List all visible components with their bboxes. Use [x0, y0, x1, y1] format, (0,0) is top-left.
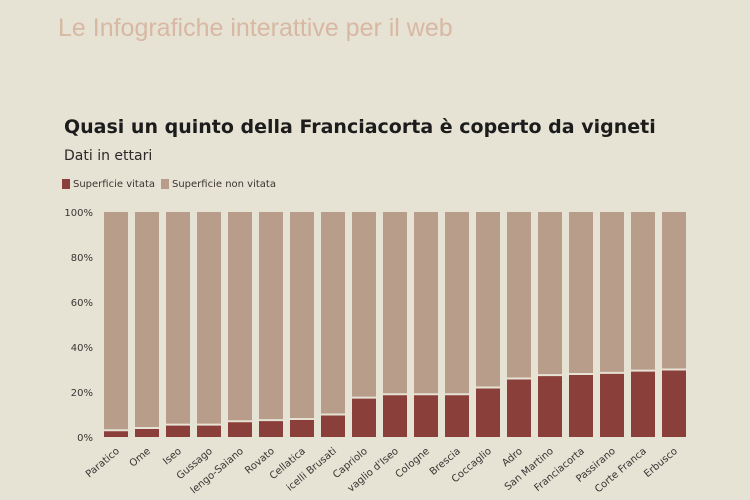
bar-segment-vitata	[600, 373, 624, 437]
bar-segment-non-vitata	[600, 212, 624, 372]
x-tick-label: Iseo	[161, 446, 184, 468]
legend-label: Superficie non vitata	[172, 179, 276, 190]
bar-segment-vitata	[383, 395, 407, 437]
bar-segment-vitata	[197, 425, 221, 437]
legend-label: Superficie vitata	[73, 179, 155, 190]
bar-segment-vitata	[569, 375, 593, 437]
bar-segment-non-vitata	[135, 212, 159, 427]
x-tick-label: Erbusco	[642, 446, 680, 480]
bar-segment-non-vitata	[352, 212, 376, 397]
bar-segment-non-vitata	[445, 212, 469, 394]
bar-segment-non-vitata	[662, 212, 686, 369]
legend-swatch	[161, 179, 169, 189]
x-tick-label: Paratico	[84, 446, 122, 480]
y-tick-label: 100%	[64, 208, 93, 219]
bar-segment-vitata	[135, 429, 159, 437]
x-tick-label: Ome	[128, 446, 153, 470]
y-tick-label: 40%	[71, 343, 93, 354]
bar-segment-non-vitata	[507, 212, 531, 378]
bar-segment-non-vitata	[383, 212, 407, 394]
bar-segment-vitata	[290, 420, 314, 437]
bar-segment-vitata	[352, 398, 376, 437]
bar-segment-vitata	[104, 431, 128, 437]
y-tick-label: 20%	[71, 388, 93, 399]
bar-segment-non-vitata	[476, 212, 500, 387]
bar-segment-non-vitata	[166, 212, 190, 424]
bar-segment-non-vitata	[104, 212, 128, 430]
chart-subtitle: Dati in ettari	[64, 148, 153, 164]
bar-segment-non-vitata	[197, 212, 221, 424]
bar-segment-vitata	[631, 371, 655, 437]
bar-segment-vitata	[321, 415, 345, 437]
legend-item-vitata: Superficie vitata	[62, 179, 155, 190]
chart-title: Quasi un quinto della Franciacorta è cop…	[64, 116, 656, 138]
bar-segment-non-vitata	[228, 212, 252, 421]
y-tick-label: 80%	[71, 253, 93, 264]
bar-segment-vitata	[259, 421, 283, 437]
bar-segment-non-vitata	[259, 212, 283, 420]
y-tick-label: 0%	[77, 433, 93, 444]
bar-segment-vitata	[166, 425, 190, 437]
legend-swatch	[62, 179, 70, 189]
bar-segment-vitata	[662, 370, 686, 437]
bar-segment-vitata	[445, 395, 469, 437]
legend: Superficie vitata Superficie non vitata	[62, 179, 276, 190]
x-tick-label: Adro	[500, 446, 525, 469]
bar-segment-non-vitata	[631, 212, 655, 370]
bar-segment-non-vitata	[321, 212, 345, 414]
bar-segment-non-vitata	[538, 212, 562, 375]
bar-segment-vitata	[228, 422, 252, 437]
bar-segment-non-vitata	[290, 212, 314, 418]
bar-segment-vitata	[538, 376, 562, 437]
legend-item-non-vitata: Superficie non vitata	[161, 179, 276, 190]
x-tick-label: Cologne	[394, 446, 432, 481]
bar-segment-vitata	[414, 395, 438, 437]
page-header: Le Infografiche interattive per il web	[58, 14, 453, 42]
bar-segment-non-vitata	[414, 212, 438, 394]
bar-segment-vitata	[476, 388, 500, 437]
bar-segment-vitata	[507, 379, 531, 437]
bar-segment-non-vitata	[569, 212, 593, 373]
y-tick-label: 60%	[71, 298, 93, 309]
